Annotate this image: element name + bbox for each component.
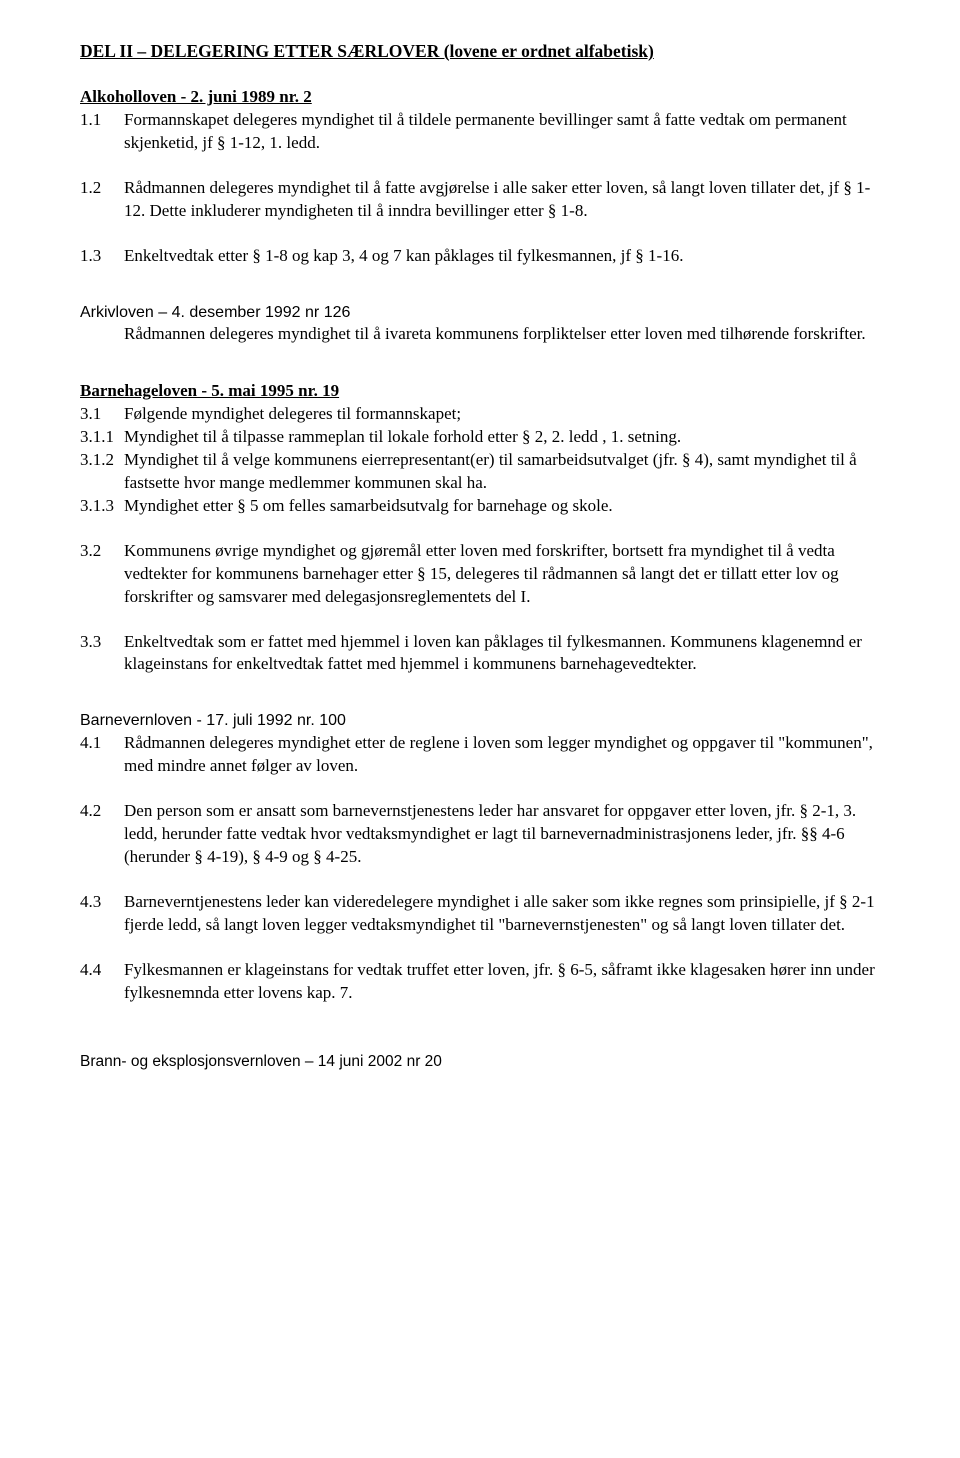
para-text: Myndighet til å tilpasse rammeplan til l…	[124, 426, 880, 449]
spacer	[80, 368, 880, 380]
barnehageloven-p313: 3.1.3 Myndighet etter § 5 om felles sama…	[80, 495, 880, 518]
alkoholloven-p3-block: 1.3 Enkeltvedtak etter § 1-8 og kap 3, 4…	[80, 245, 880, 268]
para-text: Rådmannen delegeres myndighet til å fatt…	[124, 177, 880, 223]
alkoholloven-p1: 1.1 Formannskapet delegeres myndighet ti…	[80, 109, 880, 155]
barnehageloven-p32-block: 3.2 Kommunens øvrige myndighet og gjørem…	[80, 540, 880, 609]
para-number: 3.3	[80, 631, 124, 677]
para-text: Enkeltvedtak etter § 1-8 og kap 3, 4 og …	[124, 245, 880, 268]
arkivloven-heading: Arkivloven – 4. desember 1992 nr 126	[80, 302, 880, 324]
arkivloven-section: Arkivloven – 4. desember 1992 nr 126 Råd…	[80, 302, 880, 347]
alkoholloven-p2: 1.2 Rådmannen delegeres myndighet til å …	[80, 177, 880, 223]
para-text: Den person som er ansatt som barnevernst…	[124, 800, 880, 869]
para-text: Kommunens øvrige myndighet og gjøremål e…	[124, 540, 880, 609]
barnevernloven-heading: Barnevernloven - 17. juli 1992 nr. 100	[80, 710, 880, 732]
para-number: 1.2	[80, 177, 124, 223]
footer-law-reference: Brann- og eksplosjonsvernloven – 14 juni…	[80, 1052, 880, 1073]
title-block: DEL II – DELEGERING ETTER SÆRLOVER (love…	[80, 40, 880, 64]
arkivloven-text: Rådmannen delegeres myndighet til å ivar…	[80, 323, 880, 346]
barnevernloven-section: Barnevernloven - 17. juli 1992 nr. 100 4…	[80, 710, 880, 777]
para-number: 4.2	[80, 800, 124, 869]
barnehageloven-p33-block: 3.3 Enkeltvedtak som er fattet med hjemm…	[80, 631, 880, 677]
alkoholloven-section: Alkoholloven - 2. juni 1989 nr. 2 1.1 Fo…	[80, 86, 880, 155]
para-number: 1.3	[80, 245, 124, 268]
spacer	[80, 518, 880, 540]
barnevernloven-p41: 4.1 Rådmannen delegeres myndighet etter …	[80, 732, 880, 778]
page-title: DEL II – DELEGERING ETTER SÆRLOVER (love…	[80, 41, 654, 61]
para-number: 3.1	[80, 403, 124, 426]
alkoholloven-heading: Alkoholloven - 2. juni 1989 nr. 2	[80, 86, 880, 109]
barnevernloven-p42: 4.2 Den person som er ansatt som barneve…	[80, 800, 880, 869]
spacer	[80, 290, 880, 302]
barnehageloven-p31: 3.1 Følgende myndighet delegeres til for…	[80, 403, 880, 426]
para-number: 3.1.3	[80, 495, 124, 518]
para-number: 1.1	[80, 109, 124, 155]
para-text: Rådmannen delegeres myndighet etter de r…	[124, 732, 880, 778]
para-number: 4.3	[80, 891, 124, 937]
spacer	[80, 778, 880, 800]
para-number: 4.4	[80, 959, 124, 1005]
para-number: 4.1	[80, 732, 124, 778]
barnevernloven-p44: 4.4 Fylkesmannen er klageinstans for ved…	[80, 959, 880, 1005]
barnehageloven-section: Barnehageloven - 5. mai 1995 nr. 19 3.1 …	[80, 380, 880, 518]
barnehageloven-p312: 3.1.2 Myndighet til å velge kommunens ei…	[80, 449, 880, 495]
para-text: Myndighet til å velge kommunens eierrepr…	[124, 449, 880, 495]
barnevernloven-p43: 4.3 Barneverntjenestens leder kan videre…	[80, 891, 880, 937]
alkoholloven-p3: 1.3 Enkeltvedtak etter § 1-8 og kap 3, 4…	[80, 245, 880, 268]
para-text: Følgende myndighet delegeres til formann…	[124, 403, 880, 426]
para-text: Barneverntjenestens leder kan videredele…	[124, 891, 880, 937]
barnevernloven-p42-block: 4.2 Den person som er ansatt som barneve…	[80, 800, 880, 869]
para-text: Formannskapet delegeres myndighet til å …	[124, 109, 880, 155]
para-text: Myndighet etter § 5 om felles samarbeids…	[124, 495, 880, 518]
barnevernloven-p44-block: 4.4 Fylkesmannen er klageinstans for ved…	[80, 959, 880, 1005]
barnehageloven-heading: Barnehageloven - 5. mai 1995 nr. 19	[80, 380, 880, 403]
para-number: 3.1.2	[80, 449, 124, 495]
spacer	[80, 698, 880, 710]
barnehageloven-p311: 3.1.1 Myndighet til å tilpasse rammeplan…	[80, 426, 880, 449]
para-text: Enkeltvedtak som er fattet med hjemmel i…	[124, 631, 880, 677]
barnehageloven-p32: 3.2 Kommunens øvrige myndighet og gjørem…	[80, 540, 880, 609]
barnevernloven-p43-block: 4.3 Barneverntjenestens leder kan videre…	[80, 891, 880, 937]
alkoholloven-p2-block: 1.2 Rådmannen delegeres myndighet til å …	[80, 177, 880, 223]
document-page: DEL II – DELEGERING ETTER SÆRLOVER (love…	[0, 0, 960, 1113]
para-number: 3.2	[80, 540, 124, 609]
barnehageloven-p33: 3.3 Enkeltvedtak som er fattet med hjemm…	[80, 631, 880, 677]
para-number: 3.1.1	[80, 426, 124, 449]
para-text: Fylkesmannen er klageinstans for vedtak …	[124, 959, 880, 1005]
